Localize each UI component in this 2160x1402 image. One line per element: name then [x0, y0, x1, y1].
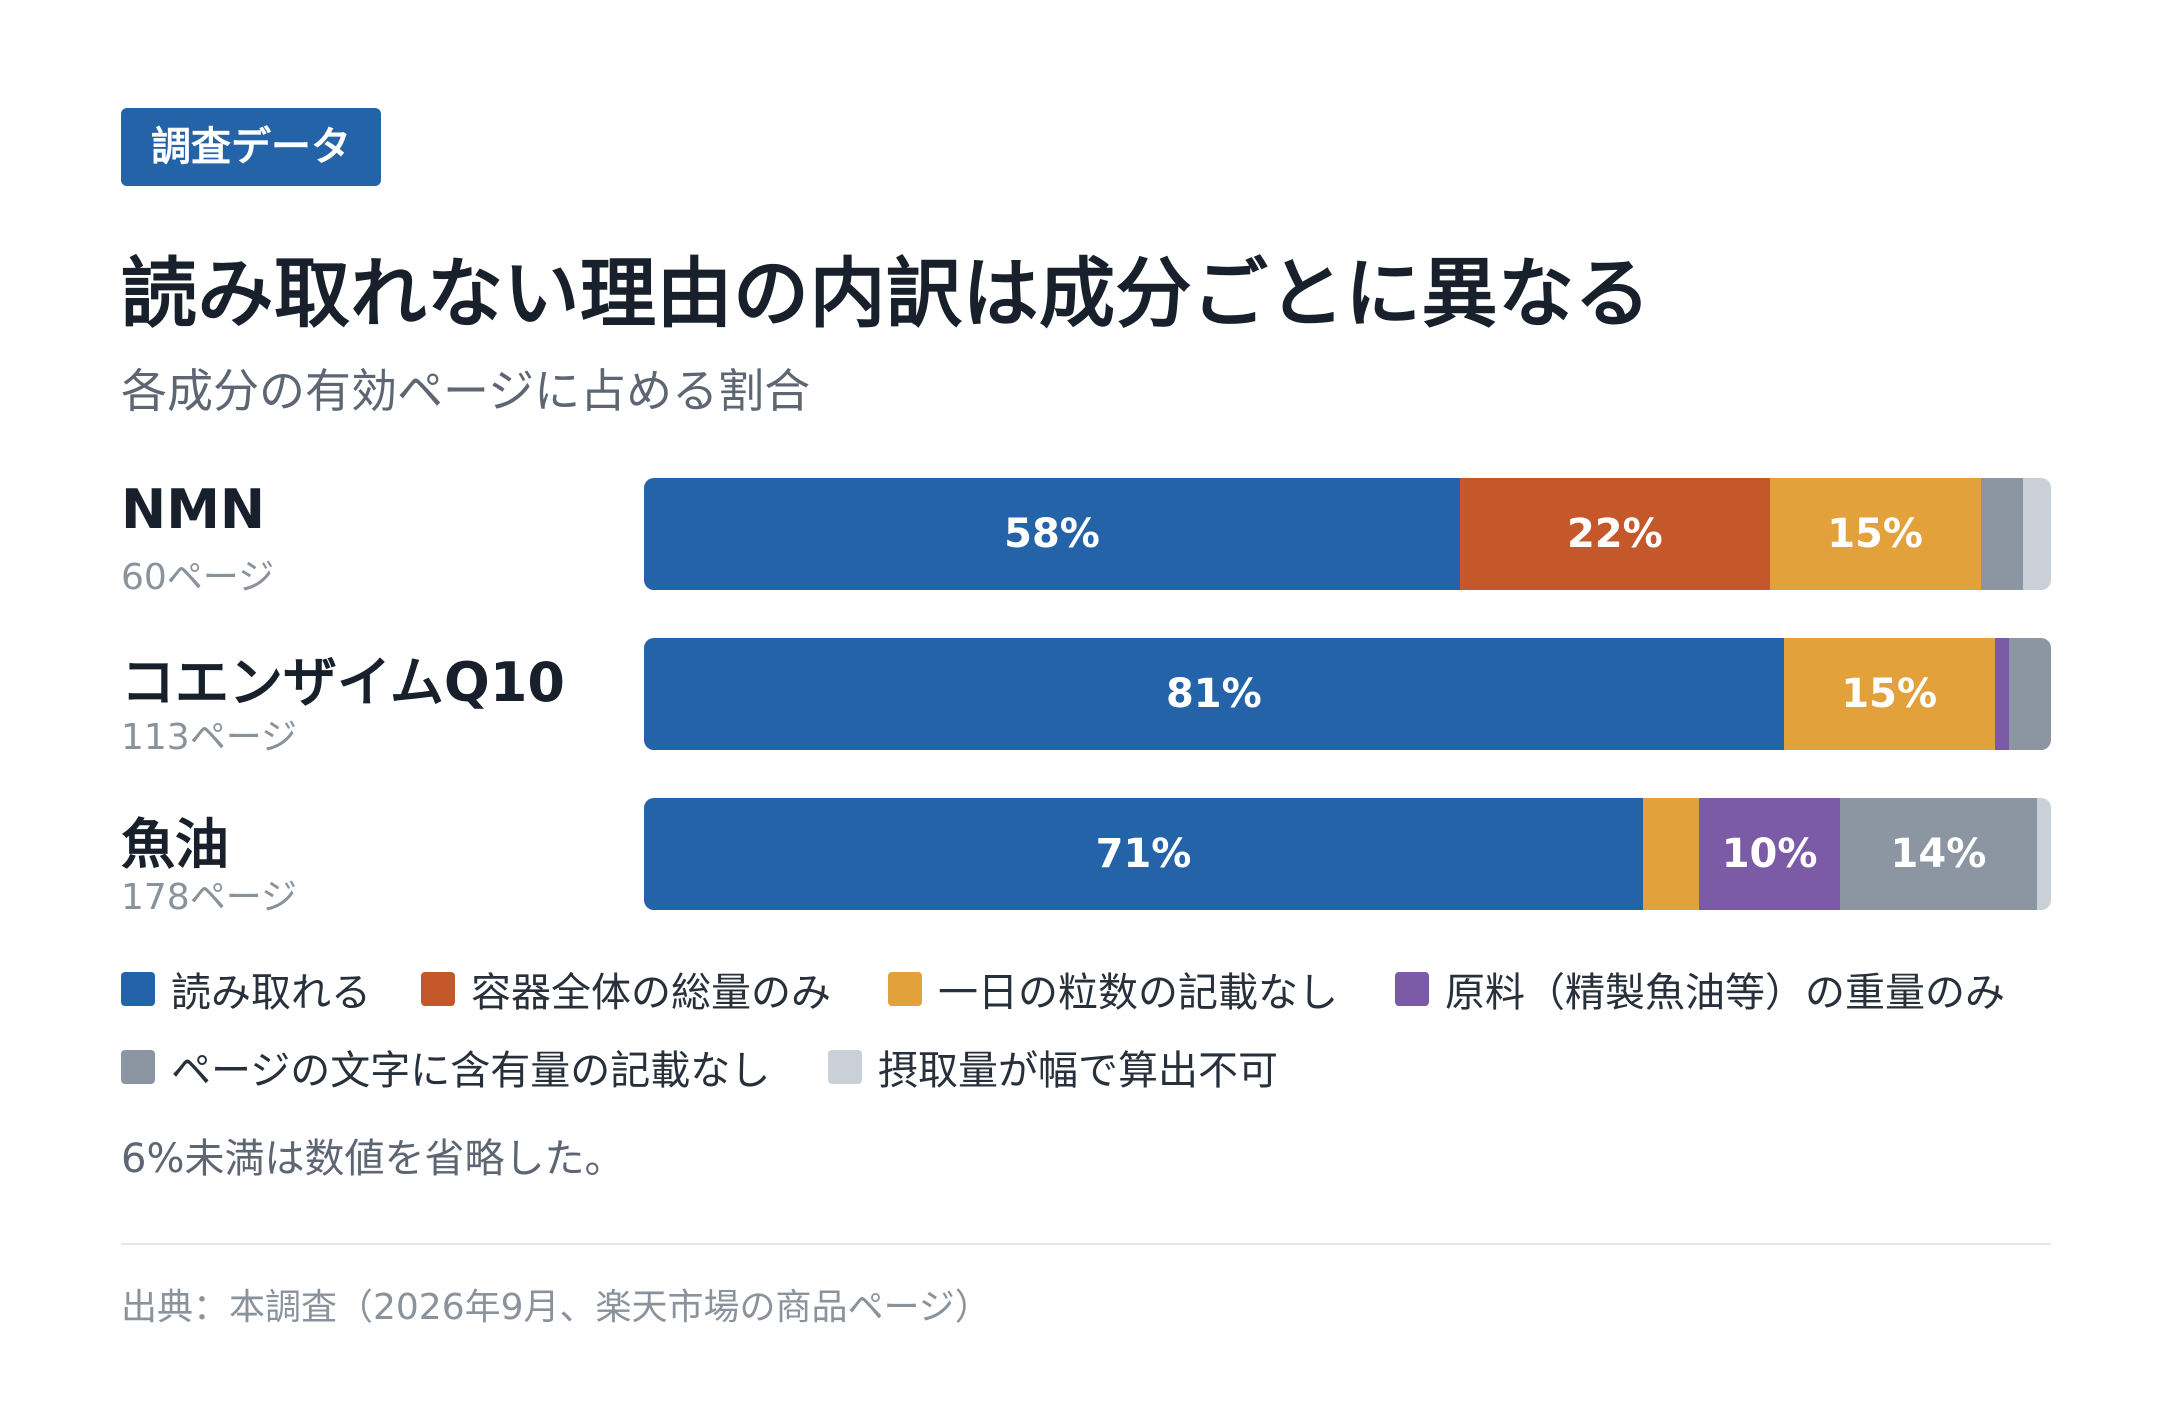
bar-segment: 15% — [1783, 638, 1995, 750]
divider — [121, 1243, 2051, 1245]
legend-label: 摂取量が幅で算出不可 — [878, 1048, 1278, 1094]
legend-label: 読み取れる — [171, 970, 371, 1016]
bar-segment — [2008, 638, 2051, 750]
data-label: 15% — [1841, 671, 1938, 717]
data-label: 22% — [1566, 511, 1663, 557]
stacked-bar: 81% 15% — [644, 638, 2051, 750]
chart-note: 6%未満は数値を省略した。 — [121, 1136, 625, 1182]
data-label: 58% — [1004, 511, 1100, 557]
bar-segment: 14% — [1839, 798, 2037, 910]
legend-label: ページの文字に含有量の記載なし — [171, 1048, 771, 1094]
legend-label: 容器全体の総量のみ — [471, 970, 831, 1016]
legend-swatch — [1395, 972, 1429, 1006]
bar-segment: 71% — [644, 798, 1643, 910]
legend-item: 読み取れる — [121, 960, 371, 1018]
data-label: 14% — [1890, 831, 1987, 877]
bar-segment — [2022, 478, 2051, 590]
legend-swatch — [828, 1050, 862, 1084]
bar-segment — [2036, 798, 2051, 910]
bar-segment: 15% — [1769, 478, 1981, 590]
legend-swatch — [888, 972, 922, 1006]
chart-subtitle: 各成分の有効ページに占める割合 — [121, 364, 811, 418]
stacked-bar: 71% 10% 14% — [644, 798, 2051, 910]
legend-item: 容器全体の総量のみ — [421, 960, 831, 1018]
stacked-bar: 58% 22% 15% — [644, 478, 2051, 590]
data-label: 10% — [1721, 831, 1818, 877]
legend-label: 原料（精製魚油等）の重量のみ — [1445, 970, 2005, 1016]
legend-swatch — [121, 1050, 155, 1084]
legend-label: 一日の粒数の記載なし — [938, 970, 1338, 1016]
data-label: 81% — [1165, 671, 1262, 717]
bar-segment — [1642, 798, 1700, 910]
category-label: 魚油 — [121, 813, 229, 876]
legend-item: ページの文字に含有量の記載なし — [121, 1038, 770, 1096]
legend-item: 原料（精製魚油等）の重量のみ — [1395, 960, 2005, 1018]
category-label: NMN — [121, 478, 266, 541]
chart-source: 出典：本調査（2026年9月、楽天市場の商品ページ） — [121, 1287, 991, 1328]
chart-title: 読み取れない理由の内訳は成分ごとに異なる — [121, 249, 1651, 338]
category-page-count: 60ページ — [121, 557, 275, 598]
category-badge: 調査データ — [121, 108, 381, 186]
category-label: コエンザイムQ10 — [121, 651, 565, 714]
category-page-count: 178ページ — [121, 877, 297, 918]
legend-swatch — [421, 972, 455, 1006]
legend-item: 一日の粒数の記載なし — [888, 960, 1338, 1018]
data-label: 15% — [1827, 511, 1923, 557]
category-page-count: 113ページ — [121, 717, 297, 758]
bar-segment: 22% — [1460, 478, 1770, 590]
bar-segment: 58% — [644, 478, 1461, 590]
data-label: 71% — [1095, 831, 1192, 877]
bar-segment: 81% — [644, 638, 1784, 750]
legend-item: 摂取量が幅で算出不可 — [828, 1038, 1278, 1096]
bar-segment — [1994, 638, 2009, 750]
bar-segment — [1980, 478, 2023, 590]
bar-segment: 10% — [1699, 798, 1840, 910]
legend-swatch — [121, 972, 155, 1006]
